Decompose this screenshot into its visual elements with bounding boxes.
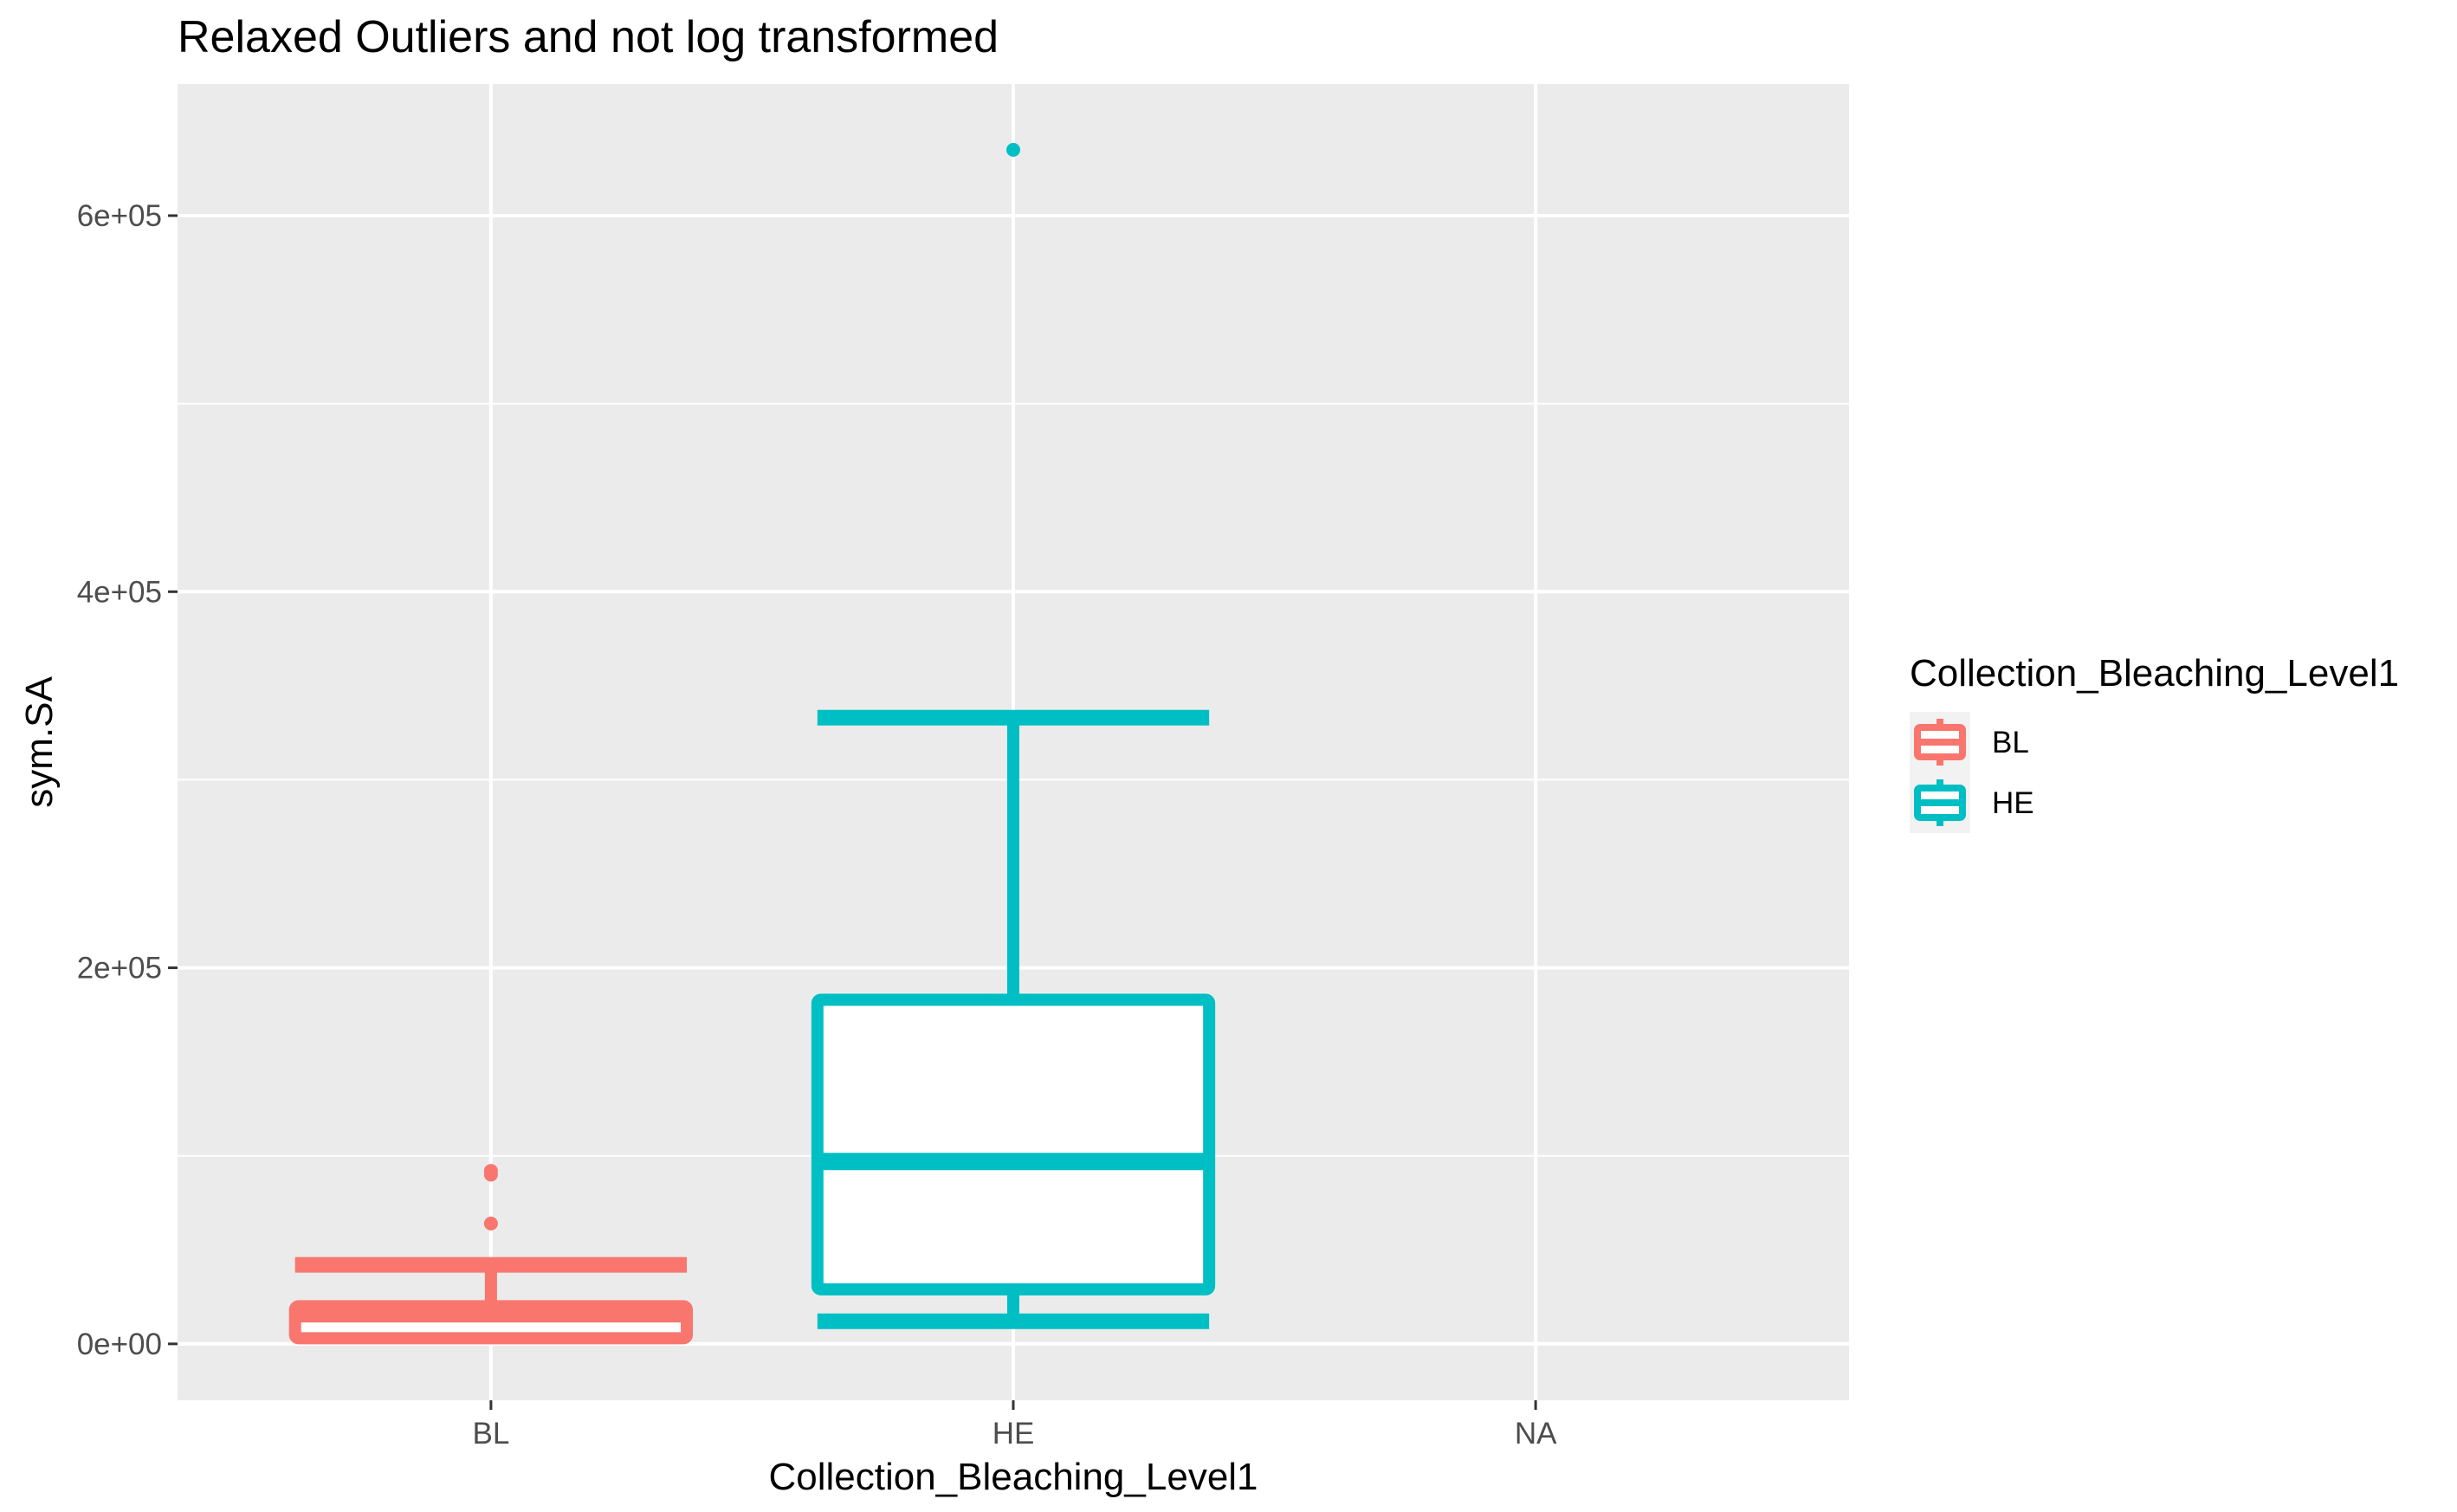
y-tick-label: 0e+00: [77, 1328, 162, 1361]
boxplot-he: [811, 143, 1216, 1329]
boxplot-series: [288, 143, 1216, 1345]
y-axis: 0e+00 2e+05 4e+05 6e+05: [77, 199, 178, 1361]
x-tick-label: HE: [992, 1417, 1035, 1451]
y-axis-title: sym.SA: [18, 676, 61, 808]
boxplot-bl: [288, 1164, 694, 1345]
chart-title: Relaxed Outliers and not log transformed: [178, 12, 999, 62]
box: [811, 993, 1216, 1296]
legend-item-bl: BL: [1910, 712, 2029, 772]
legend-label: HE: [1992, 786, 2034, 820]
y-tick-label: 2e+05: [77, 952, 162, 985]
legend-label: BL: [1992, 726, 2029, 759]
x-axis: BL HE NA: [472, 1400, 1557, 1451]
legend-item-he: HE: [1910, 772, 2034, 833]
y-tick-label: 6e+05: [77, 199, 162, 233]
x-tick-label: BL: [472, 1417, 509, 1451]
legend: Collection_Bleaching_Level1 BL HE: [1910, 652, 2399, 833]
x-axis-title: Collection_Bleaching_Level1: [768, 1456, 1258, 1498]
outlier-point: [483, 1216, 498, 1231]
y-tick-label: 4e+05: [77, 575, 162, 609]
legend-title: Collection_Bleaching_Level1: [1910, 652, 2399, 695]
outlier-point: [1006, 143, 1020, 157]
outlier-point: [483, 1164, 498, 1179]
x-tick-label: NA: [1515, 1417, 1557, 1451]
